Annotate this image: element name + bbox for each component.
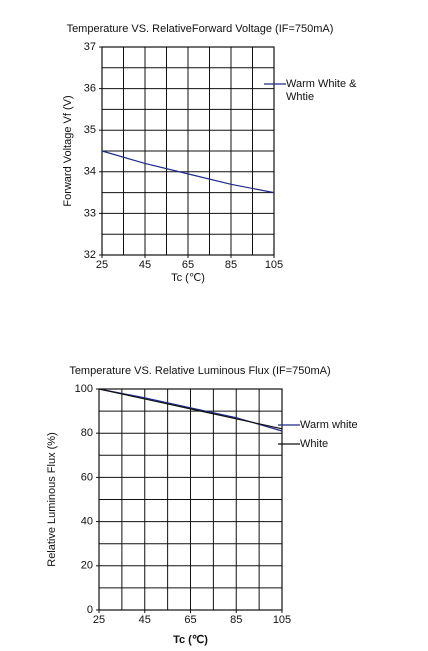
x-tick-label: 25 bbox=[93, 614, 105, 626]
x-tick-label: 65 bbox=[184, 614, 196, 626]
y-tick-label: 33 bbox=[84, 207, 96, 219]
x-axis-label: Tc (℃) bbox=[173, 634, 208, 646]
x-tick-label: 25 bbox=[96, 259, 108, 271]
legend-label: Warm White & Whtie bbox=[286, 78, 357, 103]
x-tick-label: 105 bbox=[273, 614, 291, 626]
x-tick-label: 65 bbox=[182, 259, 194, 271]
x-tick-label: 85 bbox=[230, 614, 242, 626]
y-tick-label: 20 bbox=[81, 560, 93, 572]
y-tick-label: 80 bbox=[81, 427, 93, 439]
x-tick-label: 45 bbox=[139, 259, 151, 271]
y-tick-label: 0 bbox=[87, 604, 93, 616]
series-line bbox=[101, 150, 275, 194]
y-tick-label: 37 bbox=[84, 41, 96, 53]
y-tick-label: 32 bbox=[84, 249, 96, 261]
legend-label: White bbox=[300, 438, 329, 450]
x-tick-label: 105 bbox=[265, 259, 283, 271]
y-tick-label: 34 bbox=[84, 166, 96, 178]
chart-title: Temperature VS. RelativeForward Voltage … bbox=[67, 23, 334, 35]
y-tick-label: 35 bbox=[84, 124, 96, 136]
y-tick-label: 100 bbox=[75, 383, 93, 395]
x-tick-label: 85 bbox=[225, 259, 237, 271]
y-tick-label: 60 bbox=[81, 471, 93, 483]
y-tick-label: 40 bbox=[81, 516, 93, 528]
chart-title: Temperature VS. Relative Luminous Flux (… bbox=[69, 365, 330, 377]
series-line bbox=[98, 388, 283, 430]
x-tick-label: 45 bbox=[139, 614, 151, 626]
x-axis-label: Tc (℃) bbox=[171, 272, 205, 284]
y-axis-label: Relative Luminous Flux (%) bbox=[46, 432, 58, 567]
y-axis-label: Forward Voltage Vf (V) bbox=[62, 95, 74, 206]
legend-label: Warm white bbox=[300, 419, 358, 431]
y-tick-label: 36 bbox=[84, 83, 96, 95]
